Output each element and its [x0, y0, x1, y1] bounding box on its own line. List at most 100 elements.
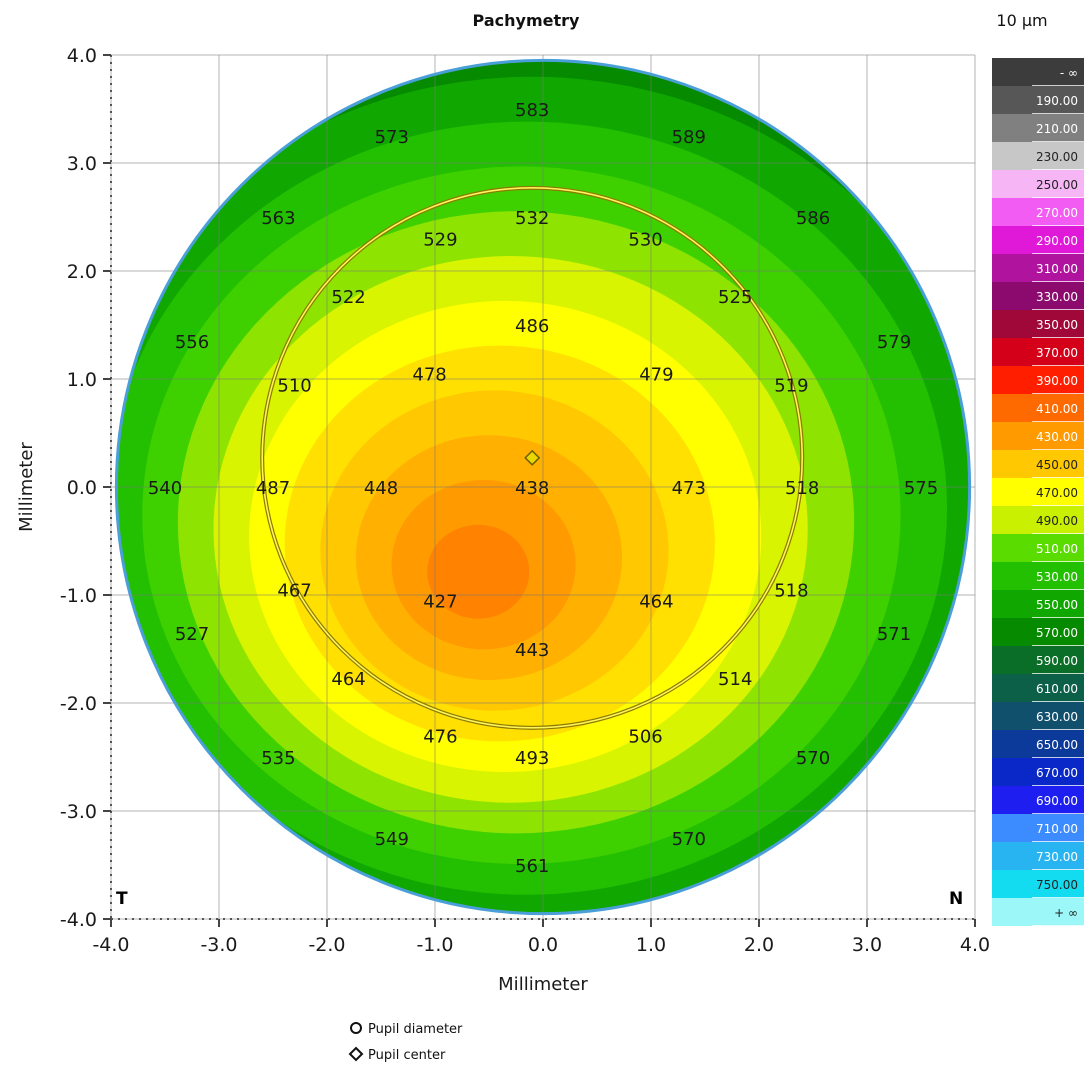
thickness-value: 443 [515, 640, 549, 661]
map-outline [114, 58, 972, 916]
thickness-value: 570 [796, 748, 830, 769]
color-scale-label: 470.00 [1036, 486, 1078, 500]
thickness-value: 570 [672, 829, 706, 850]
thickness-value: 518 [774, 581, 808, 602]
color-scale-label: 270.00 [1036, 206, 1078, 220]
y-tick-label: 3.0 [67, 153, 97, 175]
color-scale-swatch [992, 758, 1084, 786]
color-scale-label: 330.00 [1036, 290, 1078, 304]
pupil-center-legend-label: Pupil center [368, 1048, 446, 1063]
color-scale-swatch [992, 842, 1084, 870]
pupil-diameter-circle-inner [261, 187, 804, 729]
thickness-value: 563 [261, 208, 295, 229]
color-scale-swatch [992, 590, 1084, 618]
color-scale: - ∞ 190.00 210.00 230.00 250.00 270.00 290.00 3… [992, 58, 1084, 927]
color-scale-swatch [992, 702, 1084, 730]
pupil-center-legend-symbol [348, 1046, 364, 1062]
color-scale-label: 630.00 [1036, 710, 1078, 724]
thickness-value: 586 [796, 208, 830, 229]
thickness-value: 589 [672, 127, 706, 148]
thickness-value: 479 [639, 365, 673, 386]
thickness-value: 529 [423, 230, 457, 251]
color-scale-label: + ∞ [1054, 906, 1078, 920]
color-scale-swatch [992, 814, 1084, 842]
color-scale-label: 590.00 [1036, 654, 1078, 668]
y-tick-label: -1.0 [60, 585, 97, 607]
color-scale-label: 670.00 [1036, 766, 1078, 780]
color-scale-label: 450.00 [1036, 458, 1078, 472]
legend: Pupil diameter Pupil center [348, 1022, 463, 1063]
color-scale-label: 290.00 [1036, 234, 1078, 248]
corner-label-nasal: N [949, 889, 963, 909]
x-tick-label: -3.0 [200, 934, 237, 956]
color-scale-swatch [992, 198, 1084, 226]
pupil-overlay [260, 185, 805, 730]
thickness-value: 464 [639, 591, 673, 612]
color-scale-label: 510.00 [1036, 542, 1078, 556]
color-scale-label: 610.00 [1036, 682, 1078, 696]
color-scale-swatch [992, 226, 1084, 254]
x-tick-label: -4.0 [92, 934, 129, 956]
color-scale-swatch [992, 114, 1084, 142]
thickness-value: 530 [628, 230, 662, 251]
thickness-value: 493 [515, 748, 549, 769]
pupil-center-marker [524, 449, 541, 466]
x-tick-label: 1.0 [636, 934, 666, 956]
color-scale-swatch [992, 730, 1084, 758]
x-tick-label: 4.0 [960, 934, 990, 956]
corner-label-temporal: T [116, 889, 128, 909]
thickness-value: 583 [515, 100, 549, 121]
color-scale-label: 710.00 [1036, 822, 1078, 836]
color-scale-label: 230.00 [1036, 150, 1078, 164]
y-axis-title: Millimeter [16, 442, 37, 532]
plot-title: Pachymetry [473, 11, 580, 30]
color-scale-label: 650.00 [1036, 738, 1078, 752]
thickness-value: 487 [256, 478, 290, 499]
color-scale-swatch [992, 506, 1084, 534]
color-scale-swatch [992, 338, 1084, 366]
color-scale-swatch [992, 478, 1084, 506]
color-scale-swatch [992, 646, 1084, 674]
thickness-value: 506 [628, 726, 662, 747]
y-tick-label: -4.0 [60, 909, 97, 931]
scale-unit-label: 10 µm [996, 11, 1047, 30]
thickness-value: 519 [774, 375, 808, 396]
y-tick-label: -2.0 [60, 693, 97, 715]
thickness-value: 573 [375, 127, 409, 148]
axes: -4.0 -3.0 -2.0 -1.0 0.0 1.0 2.0 3.0 4.0 4.0 3.0 2.0… [60, 45, 990, 956]
y-tick-label: 1.0 [67, 369, 97, 391]
thickness-value: 561 [515, 856, 549, 877]
thickness-value: 476 [423, 726, 457, 747]
thickness-value: 427 [423, 591, 457, 612]
thickness-value: 522 [331, 287, 365, 308]
color-scale-label: 430.00 [1036, 430, 1078, 444]
thickness-value: 438 [515, 478, 549, 499]
x-axis-title: Millimeter [498, 974, 588, 995]
color-scale-swatch [992, 58, 1084, 86]
color-scale-swatch [992, 450, 1084, 478]
map-grid [110, 54, 976, 920]
thickness-value: 527 [175, 624, 209, 645]
color-scale-label: 390.00 [1036, 374, 1078, 388]
color-scale-swatch [992, 898, 1084, 926]
x-tick-label: -2.0 [308, 934, 345, 956]
color-scale-swatch [992, 786, 1084, 814]
color-scale-label: 210.00 [1036, 122, 1078, 136]
thickness-value: 448 [364, 478, 398, 499]
color-scale-label: 730.00 [1036, 850, 1078, 864]
thickness-value: 571 [877, 624, 911, 645]
thickness-values: 583 573 589 563 532 529 530 586 522 525 486 556 579 5… [148, 100, 938, 877]
thickness-value: 556 [175, 332, 209, 353]
color-scale-swatch [992, 310, 1084, 338]
color-scale-swatch [992, 674, 1084, 702]
color-scale-label: 690.00 [1036, 794, 1078, 808]
x-tick-label: 2.0 [744, 934, 774, 956]
x-tick-label: 3.0 [852, 934, 882, 956]
color-scale-swatch [992, 394, 1084, 422]
thickness-value: 549 [375, 829, 409, 850]
pupil-diameter-legend-label: Pupil diameter [368, 1022, 463, 1037]
thickness-value: 575 [904, 478, 938, 499]
color-scale-swatch [992, 534, 1084, 562]
color-scale-swatch [992, 142, 1084, 170]
